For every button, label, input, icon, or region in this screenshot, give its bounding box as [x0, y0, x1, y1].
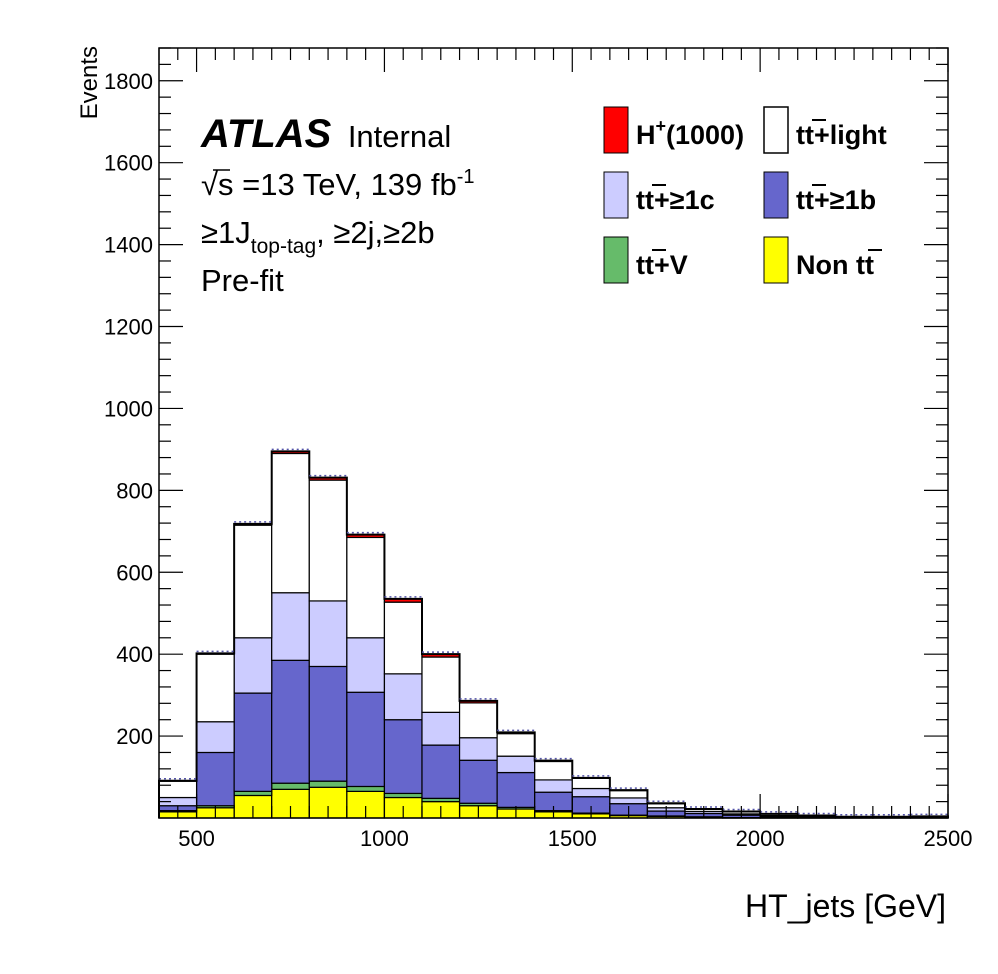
bar-tt-1b-3 [271, 659, 310, 784]
selection-fatjet: ≥1J [201, 215, 251, 250]
bar-tt-light-5 [346, 536, 386, 639]
prefit-label: Pre-fit [201, 263, 284, 298]
bar-tt-1c-5 [346, 637, 386, 693]
bar-tt-1c-2 [233, 637, 273, 694]
bar-tt-light-3 [271, 452, 310, 594]
bar-tt-1c-9 [496, 755, 536, 774]
x-tick-label-2000: 2000 [736, 826, 785, 851]
lumi-superscript: -1 [457, 166, 475, 188]
bar-tt-1c-3 [271, 592, 310, 661]
bar-tt-v-3 [271, 782, 310, 790]
bar-tt-1c-1 [195, 721, 235, 754]
bar-tt-1c-4 [308, 600, 348, 668]
legend-swatch-ttlight [763, 106, 789, 154]
y-tick-label-1800: 1800 [104, 69, 153, 94]
bar-tt-1c-11 [571, 787, 611, 798]
bar-tt-light-12 [609, 789, 649, 799]
histogram-bars [158, 450, 949, 819]
bar-tt-1c-6 [383, 673, 423, 721]
bar-tt-light-7 [421, 656, 461, 713]
x-axis-title: HT_jets [GeV] [745, 888, 946, 924]
y-tick-label-1000: 1000 [104, 396, 153, 421]
bar-tt-1b-1 [195, 751, 235, 807]
y-tick-label-1200: 1200 [104, 315, 153, 340]
x-tick-label-2500: 2500 [924, 826, 973, 851]
bar-tt-light-1 [195, 653, 235, 723]
bar-tt-1b-5 [346, 691, 386, 788]
bar-tt-v-6 [383, 792, 423, 799]
legend-label-ttlight: tt+light [796, 120, 887, 150]
atlas-logo-text: ATLAS [200, 112, 332, 156]
y-axis-title: Events [76, 46, 103, 119]
bar-tt-1c-7 [421, 711, 461, 746]
y-tick-labels: 200 400 600 800 1000 1200 1400 1600 1800 [104, 69, 153, 749]
bar-tt-light-10 [534, 760, 573, 781]
y-tick-label-800: 800 [116, 478, 153, 503]
legend-label-nontt: Non tt [796, 250, 874, 280]
stack-outline [158, 448, 949, 818]
selection-subscript: top-tag [251, 235, 316, 258]
bar-tt-1b-9 [496, 771, 536, 808]
bar-tt-1b-6 [383, 719, 423, 795]
y-tick-label-600: 600 [116, 560, 153, 585]
energy-label: √s =13 TeV, 139 fb-1 [201, 166, 475, 202]
legend: H+(1000) tt+light tt+≥1c tt+≥1b tt+V Non… [603, 106, 887, 284]
bar-tt-v-4 [308, 780, 348, 788]
legend-swatch-tt1c [603, 171, 629, 219]
legend-swatch-hplus [603, 106, 629, 154]
bar-tt-light-11 [571, 777, 611, 790]
y-tick-label-200: 200 [116, 724, 153, 749]
bar-tt-light-0 [158, 780, 198, 799]
x-tick-labels: 500 1000 1500 2000 2500 [178, 826, 972, 851]
energy-lumi: =13 TeV, 139 fb [234, 167, 457, 202]
x-tick-label-1000: 1000 [360, 826, 409, 851]
selection-label: ≥1Jtop-tag, ≥2j,≥2b [201, 215, 435, 258]
bar-tt-light-2 [233, 524, 273, 639]
atlas-label: ATLAS Internal [200, 112, 451, 156]
y-tick-label-400: 400 [116, 642, 153, 667]
bar-tt-1c-8 [458, 737, 498, 761]
bar-tt-1c-10 [534, 779, 573, 793]
plot-frame [158, 47, 949, 819]
selection-jets: , ≥2j,≥2b [316, 215, 434, 250]
legend-label-tt1b: tt+≥1b [796, 185, 876, 215]
bar-tt-v-2 [233, 790, 273, 797]
bar-tt-1b-8 [458, 759, 498, 804]
x-tick-label-500: 500 [178, 826, 215, 851]
y-tick-label-1600: 1600 [104, 151, 153, 176]
bar-tt-light-8 [458, 702, 498, 739]
legend-label-tt1c: tt+≥1c [636, 185, 715, 215]
bar-tt-1b-2 [233, 692, 273, 792]
legend-swatch-ttv [603, 236, 629, 284]
internal-label: Internal [348, 119, 451, 154]
bar-tt-v-5 [346, 785, 386, 792]
bar-tt-1b-7 [421, 744, 461, 799]
y-tick-label-1400: 1400 [104, 233, 153, 258]
legend-label-hplus: H+(1000) [636, 116, 744, 150]
legend-swatch-nontt [763, 236, 789, 284]
bar-tt-light-4 [308, 479, 348, 602]
legend-swatch-tt1b [763, 171, 789, 219]
axis-ticks [158, 47, 949, 818]
bar-tt-1b-4 [308, 665, 348, 782]
legend-label-ttv: tt+V [636, 250, 688, 280]
bar-tt-light-6 [383, 601, 423, 675]
bar-tt-1c-12 [609, 797, 649, 805]
bar-tt-light-9 [496, 733, 536, 757]
x-tick-label-1500: 1500 [548, 826, 597, 851]
sqrt-s: √s [201, 167, 234, 202]
